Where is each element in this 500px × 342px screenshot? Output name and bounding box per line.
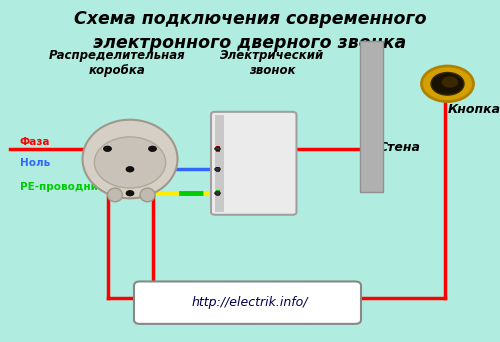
Circle shape — [431, 73, 464, 95]
FancyBboxPatch shape — [134, 281, 361, 324]
Text: Кнопка: Кнопка — [448, 103, 500, 116]
Text: Схема подключения современного: Схема подключения современного — [74, 10, 426, 28]
Circle shape — [126, 167, 134, 172]
Circle shape — [214, 191, 220, 195]
Text: Электрический
звонок: Электрический звонок — [220, 49, 324, 77]
Circle shape — [126, 190, 134, 196]
Bar — [216, 146, 220, 152]
Bar — [215, 115, 224, 212]
Text: РЕ-проводник: РЕ-проводник — [20, 182, 105, 192]
Text: Фаза: Фаза — [20, 137, 50, 147]
Text: http://electrik.info/: http://electrik.info/ — [192, 296, 308, 309]
Ellipse shape — [94, 137, 166, 188]
Circle shape — [422, 66, 474, 102]
Ellipse shape — [82, 120, 178, 198]
Ellipse shape — [140, 188, 155, 202]
Bar — [216, 190, 220, 196]
Text: электронного дверного звонка: электронного дверного звонка — [94, 34, 406, 52]
Bar — [360, 41, 382, 192]
Circle shape — [214, 147, 220, 151]
Circle shape — [214, 167, 220, 171]
Circle shape — [148, 146, 156, 152]
Circle shape — [442, 77, 458, 88]
Text: Ноль: Ноль — [20, 158, 50, 168]
FancyBboxPatch shape — [211, 112, 296, 215]
Circle shape — [104, 146, 112, 152]
Ellipse shape — [108, 188, 122, 202]
Text: Распределительная
коробка: Распределительная коробка — [49, 49, 186, 77]
Text: Стена: Стена — [379, 141, 421, 154]
Bar — [216, 167, 220, 172]
